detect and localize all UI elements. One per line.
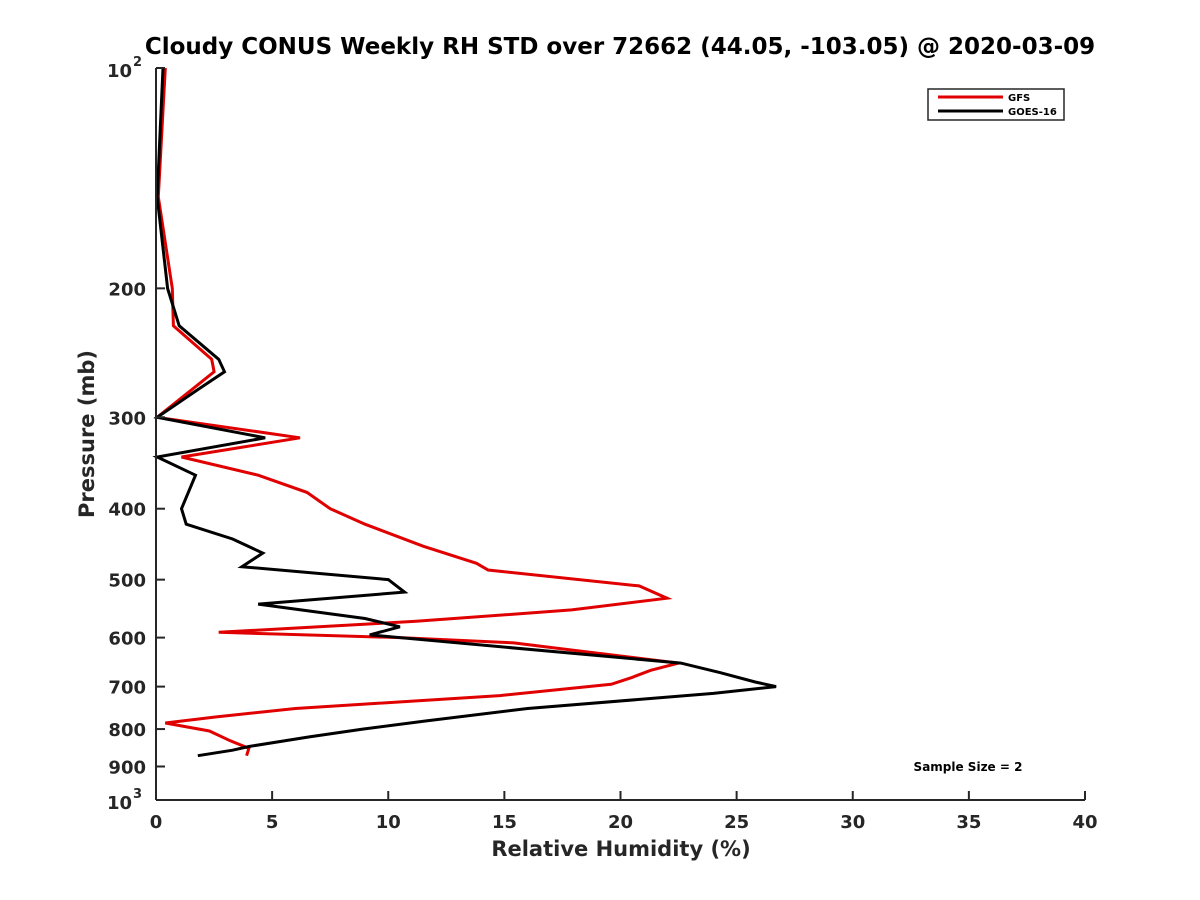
- x-tick-label: 0: [150, 812, 163, 833]
- x-tick-label: 35: [956, 812, 981, 833]
- y-tick-label: 10 2: [107, 55, 142, 82]
- x-tick-label: 25: [724, 812, 749, 833]
- y-tick-label: 600: [108, 629, 146, 650]
- y-tick-label: 10 3: [107, 787, 142, 814]
- y-tick-label: 200: [108, 279, 146, 300]
- y-tick-label: 800: [108, 720, 146, 741]
- y-tick-base: 10: [107, 61, 132, 82]
- chart-title: Cloudy CONUS Weekly RH STD over 72662 (4…: [145, 34, 1095, 60]
- y-tick-label: 900: [108, 758, 146, 779]
- y-tick-base: 10: [107, 793, 132, 814]
- sample-size-annotation: Sample Size = 2: [914, 760, 1023, 774]
- y-tick-exponent: 3: [133, 787, 142, 802]
- legend-box: [927, 88, 1065, 121]
- legend-label: GFS: [1008, 93, 1030, 104]
- y-tick-exponent: 2: [133, 55, 142, 70]
- y-tick-label: 300: [108, 408, 146, 429]
- legend: GFS GOES-16: [927, 88, 1065, 121]
- x-tick-label: 20: [608, 812, 633, 833]
- x-tick-label: 15: [492, 812, 517, 833]
- y-tick-label: 700: [108, 678, 146, 699]
- series-layer: [152, 67, 777, 758]
- y-tick-label: 400: [108, 500, 146, 521]
- x-tick-label: 10: [376, 812, 401, 833]
- x-axis-label: Relative Humidity (%): [491, 837, 750, 861]
- x-tick-label: 5: [266, 812, 279, 833]
- y-tick-label: 500: [108, 571, 146, 592]
- legend-label: GOES-16: [1008, 107, 1057, 118]
- y-axis-label: Pressure (mb): [75, 350, 99, 518]
- series-line-goes-16: [152, 67, 777, 758]
- x-tick-label: 40: [1072, 812, 1097, 833]
- x-tick-label: 30: [840, 812, 865, 833]
